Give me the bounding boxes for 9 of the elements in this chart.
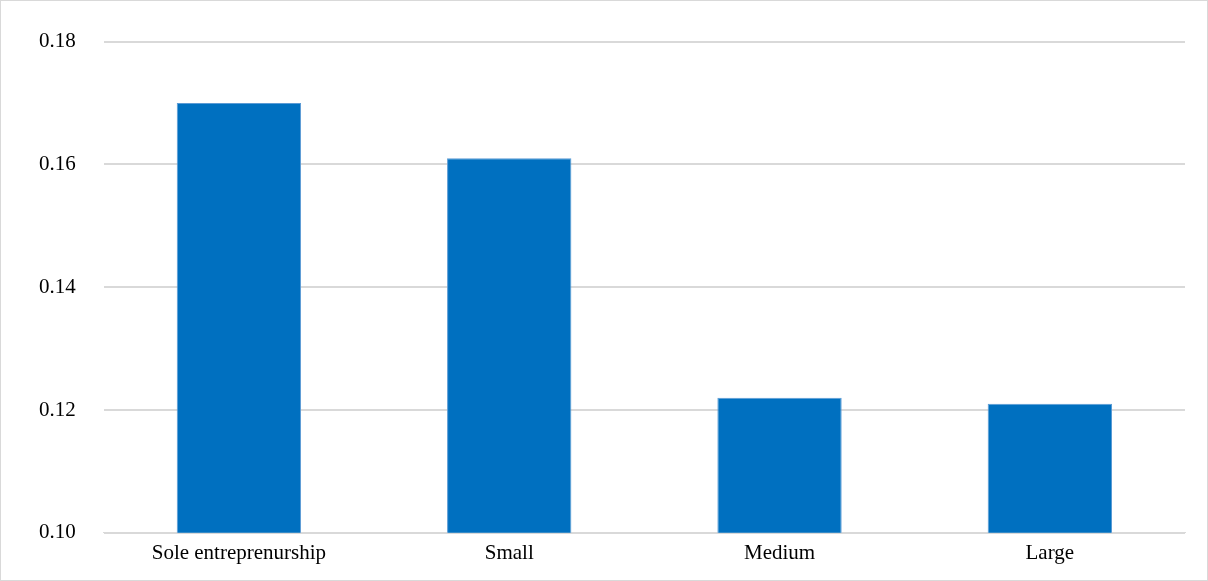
x-tick-label: Large — [1025, 539, 1075, 564]
y-tick-label: 0.18 — [39, 28, 76, 53]
x-tick-label: Sole entreprenurship — [151, 539, 327, 564]
x-tick-label: Small — [484, 539, 534, 564]
y-tick-label: 0.14 — [39, 273, 77, 298]
y-tick-label: 0.10 — [39, 519, 76, 544]
y-tick-label: 0.12 — [39, 396, 76, 421]
x-tick-label: Medium — [743, 539, 816, 564]
y-tick-label: 0.16 — [39, 150, 76, 175]
